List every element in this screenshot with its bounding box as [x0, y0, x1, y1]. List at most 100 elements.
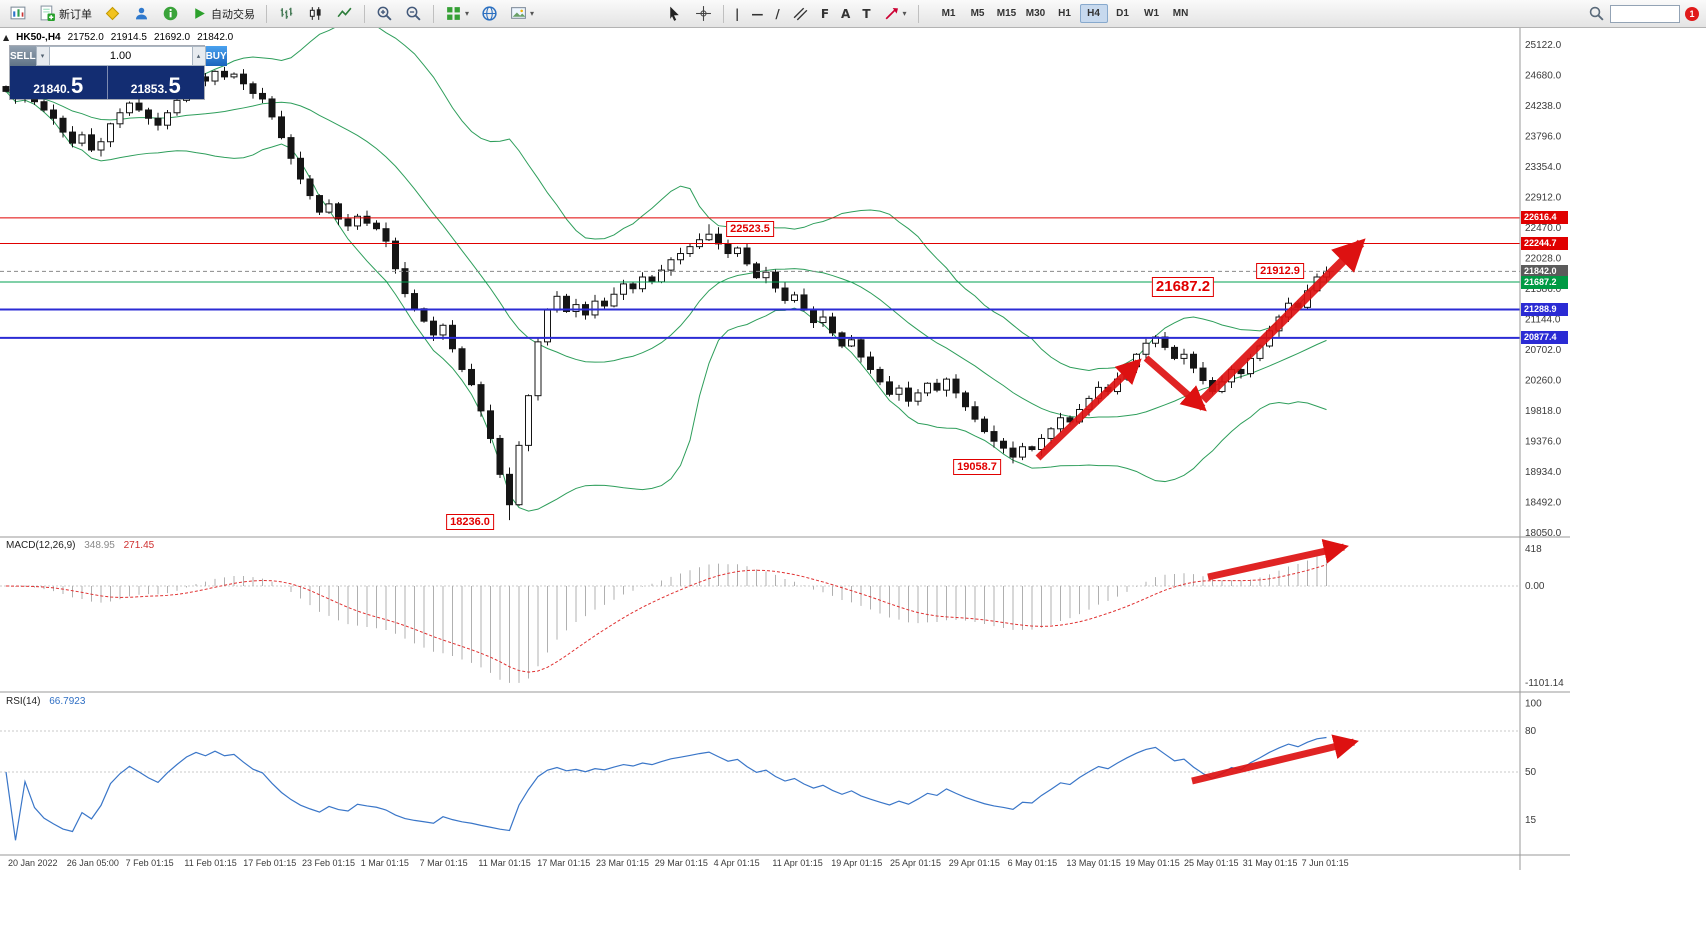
sell-price[interactable]: 21840. 5	[10, 66, 107, 99]
svg-text:15: 15	[1525, 815, 1537, 826]
chart-window: 418 0.00 -1101.14 100 80 50 15 25122.0 24680.0 24…	[0, 28, 1706, 950]
autotrading-button[interactable]: 自动交易	[186, 2, 260, 26]
timeframe-d1[interactable]: D1	[1116, 8, 1129, 19]
fibonacci-tool[interactable]: F	[816, 2, 834, 26]
rsi-value: 66.7923	[49, 696, 86, 707]
autotrading-label: 自动交易	[211, 8, 255, 21]
toolbar-separator	[433, 4, 434, 23]
horizontal-line-tool[interactable]: —	[746, 2, 768, 26]
fibonacci-icon: F	[820, 6, 830, 21]
volume-increase-button[interactable]: ▴	[191, 46, 206, 66]
svg-text:100: 100	[1525, 699, 1542, 710]
arrow-shape-icon	[885, 8, 898, 20]
svg-text:19 May 01:15: 19 May 01:15	[1125, 858, 1180, 868]
bars-chart-button[interactable]	[273, 2, 300, 26]
crosshair-tool-button[interactable]	[690, 2, 717, 26]
svg-text:17 Feb 01:15: 17 Feb 01:15	[243, 858, 296, 868]
tile-windows-button[interactable]: ▾	[440, 2, 474, 26]
buy-price[interactable]: 21853. 5	[106, 66, 205, 99]
timeframe-m30[interactable]: M30	[1025, 8, 1046, 19]
candlestick-chart-button[interactable]	[302, 2, 329, 26]
svg-text:19818.0: 19818.0	[1525, 406, 1562, 417]
timeframe-m15[interactable]: M15	[996, 8, 1017, 19]
svg-text:1 Mar 01:15: 1 Mar 01:15	[361, 858, 409, 868]
svg-text:22912.0: 22912.0	[1525, 193, 1562, 204]
one-click-trading-panel: SELL ▾ ▴ BUY 21840. 5 21853. 5	[10, 46, 227, 99]
timeframe-h4[interactable]: H4	[1079, 4, 1108, 23]
svg-text:18934.0: 18934.0	[1525, 467, 1562, 478]
label-tool[interactable]: T	[857, 2, 875, 26]
macd-layer	[0, 553, 1520, 683]
arrows-tool[interactable]: ▾	[878, 2, 912, 26]
svg-text:25122.0: 25122.0	[1525, 40, 1562, 51]
macd-name: MACD(12,26,9)	[6, 540, 76, 551]
info-icon	[163, 6, 178, 21]
zoom-in-button[interactable]	[371, 2, 398, 26]
timeframe-m1[interactable]: M1	[941, 8, 956, 19]
chart-expand-icon[interactable]: ▲	[3, 33, 10, 42]
text-tool[interactable]: A	[836, 2, 855, 26]
timeframe-h1[interactable]: H1	[1058, 8, 1071, 19]
help-button[interactable]	[157, 2, 184, 26]
search-input[interactable]	[1610, 4, 1680, 23]
vertical-line-tool[interactable]: |	[730, 2, 744, 26]
new-chart-button[interactable]	[5, 2, 32, 26]
toolbar-right-group: 1	[1588, 4, 1701, 23]
channel-tool[interactable]	[787, 2, 814, 26]
price-annotation[interactable]: 22523.5	[726, 221, 774, 237]
templates-button[interactable]: ▾	[505, 2, 539, 26]
period-globe-button[interactable]	[476, 2, 503, 26]
svg-text:22028.0: 22028.0	[1525, 254, 1562, 265]
svg-text:29 Mar 01:15: 29 Mar 01:15	[655, 858, 708, 868]
rsi-indicator-label: RSI(14) 66.7923	[6, 696, 85, 707]
macd-signal-value: 271.45	[123, 540, 155, 551]
price-tag: 20877.4	[1521, 331, 1568, 345]
svg-text:21586.0: 21586.0	[1525, 284, 1562, 295]
new-order-button[interactable]: 新订单	[34, 2, 97, 26]
bars-chart-icon	[280, 7, 293, 19]
mql-community-button[interactable]	[99, 2, 126, 26]
profile-button[interactable]	[128, 2, 155, 26]
svg-text:22470.0: 22470.0	[1525, 223, 1562, 234]
globe-icon	[482, 6, 497, 21]
trend-arrows[interactable]	[1035, 238, 1366, 785]
profile-icon	[135, 7, 148, 20]
timeframe-w1[interactable]: W1	[1144, 8, 1160, 19]
zoom-out-button[interactable]	[400, 2, 427, 26]
sell-price-main: 21840.	[33, 82, 70, 96]
chart-canvas[interactable]: 418 0.00 -1101.14 100 80 50 15 25122.0 24680.0 24…	[0, 28, 1570, 870]
svg-text:17 Mar 01:15: 17 Mar 01:15	[537, 858, 590, 868]
trendline-tool[interactable]: /	[770, 2, 784, 26]
line-chart-button[interactable]	[331, 2, 358, 26]
tile-windows-icon	[447, 7, 460, 20]
ohlc-high: 21914.5	[110, 32, 147, 43]
buy-button[interactable]: BUY	[205, 46, 227, 66]
rsi-name: RSI(14)	[6, 696, 41, 707]
svg-text:50: 50	[1525, 767, 1537, 778]
volume-decrease-button[interactable]: ▾	[35, 46, 50, 66]
svg-text:0.00: 0.00	[1525, 581, 1545, 592]
svg-text:19376.0: 19376.0	[1525, 437, 1562, 448]
autotrading-play-icon	[195, 8, 205, 19]
crosshair-icon	[696, 6, 711, 21]
timeframe-mn[interactable]: MN	[1172, 8, 1189, 19]
notification-badge[interactable]: 1	[1685, 6, 1699, 21]
cursor-tool-button[interactable]	[661, 2, 688, 26]
price-annotation[interactable]: 19058.7	[953, 459, 1001, 475]
macd-indicator-label: MACD(12,26,9) 348.95 271.45	[6, 540, 154, 551]
svg-text:13 May 01:15: 13 May 01:15	[1066, 858, 1121, 868]
rsi-layer	[0, 730, 1520, 841]
sell-button[interactable]: SELL	[10, 46, 36, 66]
candlestick-chart-icon	[309, 7, 321, 20]
timeframe-m5[interactable]: M5	[970, 8, 985, 19]
cursor-icon	[670, 6, 679, 21]
timeframe-group: M1 M5 M15 M30 H1 H4 D1 W1 MN	[935, 4, 1195, 23]
price-tag: 22616.4	[1521, 211, 1568, 225]
volume-input[interactable]	[49, 46, 192, 66]
macd-main-value: 348.95	[84, 540, 115, 551]
price-annotation[interactable]: 21912.9	[1256, 263, 1304, 279]
price-annotation[interactable]: 21687.2	[1151, 277, 1215, 297]
price-annotation[interactable]: 18236.0	[446, 514, 494, 530]
mql-diamond-icon	[105, 6, 120, 21]
